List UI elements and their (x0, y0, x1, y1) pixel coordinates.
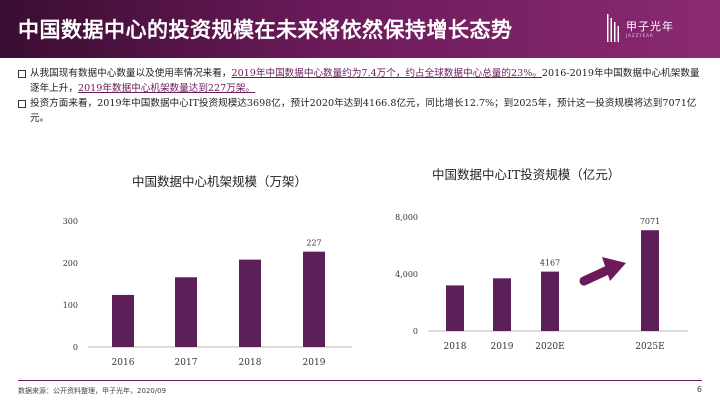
y-tick-label: 4,000 (395, 270, 418, 279)
rack-scale-chart: 0 100 200 300 2016 2017 2018 2019 227 (63, 217, 352, 365)
footer-source: 数据来源：公开资料整理，甲子光年，2020/09 (18, 387, 167, 395)
y-tick-label: 100 (63, 301, 78, 310)
header-bar: 中国数据中心的投资规模在未来将依然保持增长态势 甲子光年 JAZZYEAR (0, 0, 720, 58)
logo-text: 甲子光年 (626, 20, 674, 33)
checkbox-icon (18, 70, 26, 78)
page-title: 中国数据中心的投资规模在未来将依然保持增长态势 (18, 18, 513, 42)
y-tick-label: 300 (63, 217, 78, 226)
highlight-text: 2019年数据中心机架数量达到227万架。 (77, 83, 256, 94)
x-tick-label: 2016 (112, 358, 135, 365)
bar-2025E (641, 230, 659, 331)
x-tick-label: 2017 (175, 358, 198, 365)
checkbox-icon (18, 100, 26, 108)
y-tick-label: 8,000 (395, 213, 418, 222)
chart-title-investment: 中国数据中心IT投资规模（亿元） (432, 167, 621, 182)
bar-2017 (175, 277, 197, 347)
bullet-list: 从我国现有数据中心数量以及使用率情况来看，2019年中国数据中心数量约为7.4万… (18, 66, 708, 126)
investment-scale-chart: 0 4,000 8,000 2018 2019 2020E 4167 2025E 7071 (395, 213, 688, 352)
bullet-text: 从我国现有数据中心数量以及使用率情况来看， (30, 68, 232, 79)
bullet-text: 投资方面来看，2019年中国数据中心IT投资规模达3698亿，预计2020年达到… (30, 98, 697, 124)
y-tick-label: 200 (63, 259, 78, 268)
bar-2019 (493, 278, 511, 331)
bar-2020E (541, 271, 559, 331)
highlight-text: 2019年中国数据中心数量约为7.4万个，约占全球数据中心总量的23%。 (231, 68, 542, 79)
logo-subtext: JAZZYEAR (626, 33, 654, 38)
x-tick-label: 2019 (491, 342, 514, 352)
chart-title-rack: 中国数据中心机架规模（万架） (132, 174, 308, 189)
bar-2018 (446, 285, 464, 331)
data-label: 4167 (540, 259, 560, 268)
bar-2019 (303, 251, 325, 347)
bar-2018 (239, 259, 261, 347)
data-label: 227 (306, 239, 321, 248)
y-tick-label: 0 (413, 327, 418, 336)
x-tick-label: 2018 (444, 342, 467, 352)
data-label: 7071 (640, 217, 660, 226)
page-number: 6 (696, 385, 702, 394)
footer-divider (18, 380, 702, 381)
x-tick-label: 2018 (239, 358, 262, 365)
x-tick-label: 2025E (635, 342, 664, 352)
bullet-item: 投资方面来看，2019年中国数据中心IT投资规模达3698亿，预计2020年达到… (18, 96, 708, 126)
x-tick-label: 2020E (535, 342, 564, 352)
bullet-text: 2016-2019年中国数据中心机架数量逐年上升， (30, 68, 700, 94)
logo-icon (607, 14, 619, 42)
x-tick-label: 2019 (303, 358, 326, 365)
bullet-item: 从我国现有数据中心数量以及使用率情况来看，2019年中国数据中心数量约为7.4万… (18, 66, 708, 96)
bar-2016 (112, 294, 134, 347)
growth-arrow-icon (579, 257, 626, 286)
y-tick-label: 0 (73, 343, 78, 352)
brand-logo: 甲子光年 JAZZYEAR (606, 14, 702, 44)
